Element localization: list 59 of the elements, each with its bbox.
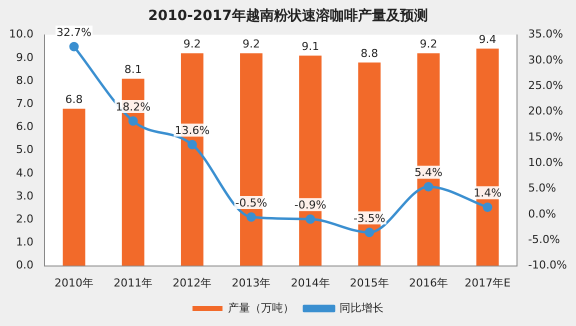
x-tick-label: 2017年E: [464, 276, 511, 290]
data-label: -0.9%: [294, 198, 326, 212]
y-tick-label: 10.0: [8, 28, 34, 41]
y-tick-label: 4.0: [16, 166, 34, 180]
y2-tick-label: -5.0%: [528, 232, 560, 246]
data-label: 9.2: [242, 38, 260, 51]
data-label: 6.8: [65, 93, 83, 106]
y-tick-label: 1.0: [16, 236, 34, 249]
point: [128, 116, 138, 126]
data-label: 5.4%: [414, 166, 442, 180]
bar: [62, 108, 86, 266]
y2-tick-label: 10.0%: [528, 156, 564, 169]
point: [246, 212, 256, 222]
data-label: 1.4%: [474, 186, 502, 200]
y2-tick-label: -10.0%: [528, 258, 568, 272]
point: [424, 182, 434, 192]
data-label: -0.5%: [235, 196, 268, 210]
point: [187, 140, 197, 150]
x-tick-label: 2015年: [350, 276, 389, 290]
y2-tick-label: 20.0%: [528, 104, 564, 118]
bar: [417, 53, 440, 266]
point: [306, 214, 316, 224]
data-label: 9.4: [478, 33, 496, 46]
legend-label: 同比增长: [340, 301, 384, 314]
y-tick-label: 2.0: [16, 212, 34, 226]
x-tick-label: 2010年: [54, 276, 94, 290]
x-tick-label: 2011年: [114, 276, 153, 290]
legend-label: 产量（万吨）: [228, 301, 294, 314]
x-tick-label: 2013年: [232, 276, 271, 290]
x-tick-label: 2012年: [172, 276, 212, 290]
data-label: -3.5%: [353, 212, 386, 225]
point: [482, 202, 492, 212]
x-tick-label: 2014年: [290, 276, 330, 290]
y2-tick-label: 15.0%: [528, 130, 564, 144]
x-tick-label: 2016年: [408, 276, 448, 290]
point: [69, 42, 79, 52]
data-label: 9.2: [420, 38, 438, 51]
y2-tick-label: 5.0%: [528, 182, 556, 195]
y2-tick-label: 0.0%: [528, 207, 556, 220]
y-tick-label: 9.0: [16, 50, 34, 64]
y-tick-label: 0.0: [16, 258, 34, 272]
point: [364, 228, 374, 238]
bar: [476, 48, 499, 266]
data-label: 9.1: [302, 40, 320, 53]
y-tick-label: 7.0: [16, 96, 34, 110]
y-tick-label: 3.0: [16, 189, 34, 202]
data-label: 8.1: [124, 63, 142, 76]
data-label: 32.7%: [56, 26, 92, 39]
data-label: 13.6%: [174, 124, 210, 138]
y2-tick-label: 30.0%: [528, 53, 564, 66]
y-tick-label: 8.0: [16, 74, 34, 87]
y-tick-label: 6.0: [16, 120, 34, 134]
y2-tick-label: 25.0%: [528, 78, 564, 92]
y2-tick-label: 35.0%: [528, 28, 564, 41]
data-label: 18.2%: [116, 100, 151, 114]
chart-title: 2010-2017年越南粉状速溶咖啡产量及预测: [148, 7, 428, 24]
data-label: 8.8: [360, 46, 378, 60]
data-label: 9.2: [183, 38, 201, 51]
y-tick-label: 5.0: [16, 143, 34, 156]
